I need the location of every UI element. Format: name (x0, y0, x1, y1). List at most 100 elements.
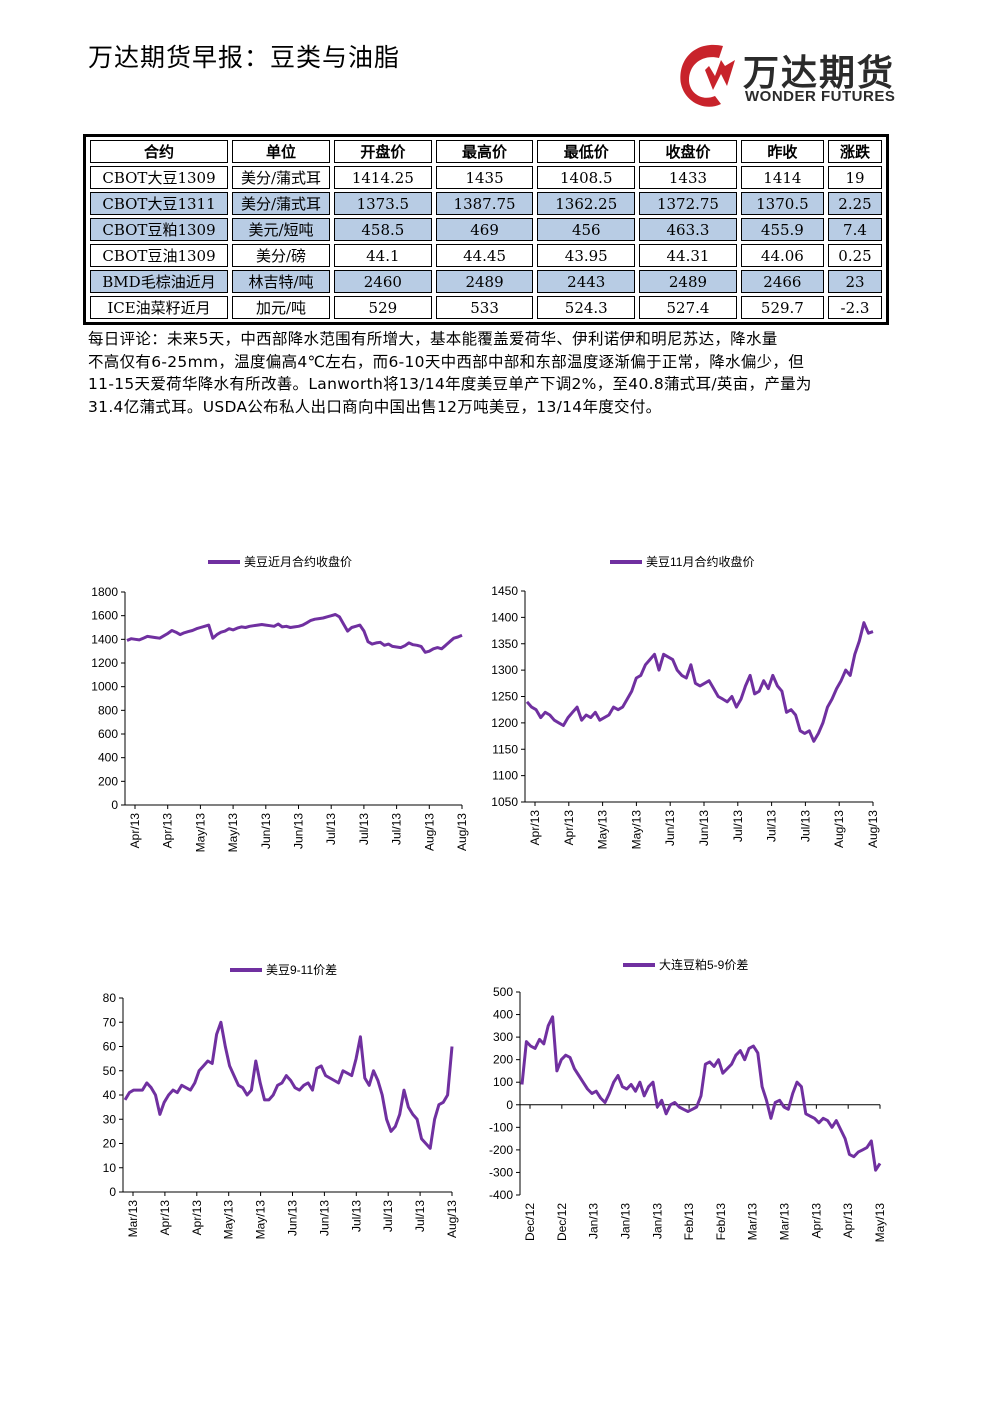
table-cell: 1414 (740, 166, 824, 189)
x-tick-label: May/13 (222, 1200, 236, 1240)
y-tick-label: 0 (506, 1098, 513, 1112)
table-cell: 44.45 (435, 244, 534, 267)
x-tick-label: May/13 (596, 810, 610, 850)
x-tick-label: Jun/13 (697, 810, 711, 846)
y-tick-label: 80 (103, 991, 117, 1005)
comment-line: 每日评论：未来5天，中西部降水范围有所增大，基本能覆盖爱荷华、伊利诺伊和明尼苏达… (88, 330, 778, 348)
y-tick-label: 40 (103, 1088, 117, 1102)
y-tick-label: 1350 (491, 637, 518, 651)
x-tick-label: Feb/13 (682, 1203, 696, 1241)
table-cell: 44.31 (639, 244, 737, 267)
y-tick-label: 1600 (91, 609, 118, 623)
x-tick-label: Dec/12 (523, 1203, 537, 1241)
table-cell: 2489 (435, 270, 534, 293)
x-tick-label: Jun/13 (663, 810, 677, 846)
quote-table: 合约 单位 开盘价 最高价 最低价 收盘价 昨收 涨跌 CBOT大豆1309 美… (83, 134, 889, 325)
chart-legend: 美豆11月合约收盘价 (610, 554, 754, 569)
table-cell: 533 (435, 296, 534, 319)
y-tick-label: 1050 (491, 795, 518, 809)
table-cell: 2466 (740, 270, 824, 293)
x-tick-label: Apr/13 (841, 1203, 855, 1239)
y-tick-label: 200 (493, 1053, 513, 1067)
x-tick-label: Jun/13 (286, 1200, 300, 1236)
wonder-logo-icon (680, 44, 735, 107)
y-tick-label: 1000 (91, 680, 118, 694)
table-cell: CBOT豆油1309 (90, 244, 228, 267)
chart-svg: 美豆9-11价差 0 10 20 30 40 50 60 70 80 Mar/13 Apr/13 Apr… (103, 963, 459, 1240)
col-header: 单位 (232, 140, 330, 163)
col-header: 合约 (90, 140, 228, 163)
x-tick-label: Jul/13 (413, 1200, 427, 1232)
table-cell: 524.3 (537, 296, 636, 319)
x-tick-label: Jun/13 (259, 813, 273, 849)
legend-label: 美豆近月合约收盘价 (244, 554, 352, 569)
table-cell: 527.4 (639, 296, 737, 319)
table-cell: CBOT大豆1309 (90, 166, 228, 189)
x-tick-label: May/13 (193, 813, 207, 853)
x-tick-label: Apr/13 (562, 810, 576, 846)
x-tick-label: Jan/13 (587, 1203, 601, 1239)
chart-legend: 大连豆粕5-9价差 (623, 957, 748, 972)
legend-label: 美豆9-11价差 (266, 963, 337, 977)
table-cell: CBOT大豆1311 (90, 192, 228, 215)
x-tick-label: Jul/13 (357, 813, 371, 845)
table-cell: 2.25 (827, 192, 882, 215)
x-tick-label: Jun/13 (317, 1200, 331, 1236)
table-cell: 美分/蒲式耳 (232, 192, 330, 215)
table-cell: 美分/磅 (232, 244, 330, 267)
chart-svg: 美豆近月合约收盘价 0 200 400 600 800 1000 1200 1400 1600 18… (91, 554, 469, 853)
y-tick-label: -400 (489, 1188, 513, 1202)
x-tick-label: Jul/13 (798, 810, 812, 842)
x-tick-label: Jan/13 (650, 1203, 664, 1239)
x-tick-label: May/13 (873, 1203, 887, 1243)
table-cell: 1387.75 (435, 192, 534, 215)
x-tick-label: Apr/13 (809, 1203, 823, 1239)
x-tick-label: Apr/13 (158, 1200, 172, 1236)
table-row: CBOT豆油1309 美分/磅 44.1 44.45 43.95 44.31 4… (90, 244, 882, 267)
chart-svg: 大连豆粕5-9价差 -400 -300 -200 -100 0 100 200 300 400 50… (489, 957, 887, 1243)
x-tick-label: Jul/13 (324, 813, 338, 845)
x-tick-label: Apr/13 (528, 810, 542, 846)
col-header: 昨收 (740, 140, 824, 163)
y-tick-label: 70 (103, 1015, 117, 1029)
col-header: 收盘价 (639, 140, 737, 163)
y-tick-label: 1300 (491, 663, 518, 677)
logo-name-en: WONDER FUTURES (745, 88, 896, 105)
x-tick-label: Jan/13 (618, 1203, 632, 1239)
table-cell: 463.3 (639, 218, 737, 241)
y-tick-label: 1400 (91, 632, 118, 646)
table-cell: 1414.25 (334, 166, 432, 189)
x-tick-label: Aug/13 (445, 1200, 459, 1238)
y-tick-label: 50 (103, 1064, 117, 1078)
chart-legend: 美豆近月合约收盘价 (208, 554, 352, 569)
table-row: CBOT大豆1311 美分/蒲式耳 1373.5 1387.75 1362.25… (90, 192, 882, 215)
table-cell: 455.9 (740, 218, 824, 241)
x-tick-label: Mar/13 (778, 1203, 792, 1241)
table-row: CBOT豆粕1309 美元/短吨 458.5 469 456 463.3 455… (90, 218, 882, 241)
table-cell: 1435 (435, 166, 534, 189)
table-row: ICE油菜籽近月 加元/吨 529 533 524.3 527.4 529.7 … (90, 296, 882, 319)
chart-svg: 美豆11月合约收盘价 1050 1100 1150 1200 1250 1300 1350 14… (491, 554, 880, 850)
y-tick-label: -100 (489, 1120, 513, 1134)
table-cell: 2443 (537, 270, 636, 293)
y-tick-label: 800 (98, 703, 118, 717)
y-tick-label: 60 (103, 1040, 117, 1054)
x-tick-label: Jul/13 (765, 810, 779, 842)
chart-dalian-meal-spread-5-9: 大连豆粕5-9价差 -400 -300 -200 -100 0 100 200 300 400 50… (475, 950, 890, 1255)
table-cell: 2489 (639, 270, 737, 293)
y-tick-label: 10 (103, 1161, 117, 1175)
x-tick-label: May/13 (254, 1200, 268, 1240)
table-cell: 0.25 (827, 244, 882, 267)
y-tick-label: 30 (103, 1112, 117, 1126)
x-tick-label: Aug/13 (422, 813, 436, 851)
x-tick-label: Mar/13 (746, 1203, 760, 1241)
chart-soybean-front-month: 美豆近月合约收盘价 0 200 400 600 800 1000 1200 1400 1600 18… (80, 545, 480, 875)
x-tick-label: Aug/13 (832, 810, 846, 848)
x-tick-label: Apr/13 (190, 1200, 204, 1236)
y-tick-label: 1400 (491, 610, 518, 624)
x-tick-label: May/13 (226, 813, 240, 853)
x-tick-label: Apr/13 (161, 813, 175, 849)
table-cell: 2460 (334, 270, 432, 293)
y-tick-label: 1800 (91, 585, 118, 599)
x-tick-label: Jul/13 (731, 810, 745, 842)
